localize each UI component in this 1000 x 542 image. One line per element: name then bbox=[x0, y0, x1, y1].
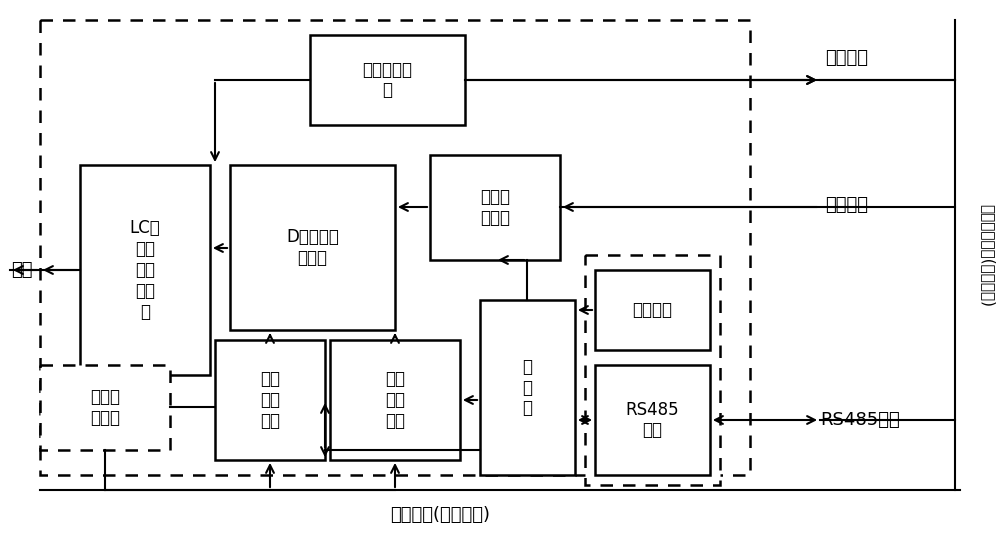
Bar bbox=[80, 165, 210, 375]
Bar bbox=[330, 340, 460, 460]
Bar bbox=[430, 155, 560, 260]
Text: 天线: 天线 bbox=[11, 261, 33, 279]
Text: 功率
调整
电路: 功率 调整 电路 bbox=[385, 370, 405, 430]
Bar bbox=[40, 365, 170, 450]
Bar bbox=[230, 165, 395, 330]
Text: 信号调制总线(单芯电缆): 信号调制总线(单芯电缆) bbox=[980, 203, 996, 306]
Text: 电源转
换模块: 电源转 换模块 bbox=[90, 388, 120, 427]
Text: LC低
通滤
波调
谐电
路: LC低 通滤 波调 谐电 路 bbox=[130, 220, 160, 321]
Text: RS485
模块: RS485 模块 bbox=[626, 401, 679, 440]
Text: 发射信号: 发射信号 bbox=[825, 196, 868, 214]
Text: RS485总线: RS485总线 bbox=[820, 411, 900, 429]
Bar bbox=[40, 20, 750, 475]
Text: 单
片
机: 单 片 机 bbox=[522, 358, 532, 417]
Bar bbox=[595, 365, 710, 475]
Text: 信号控
制开关: 信号控 制开关 bbox=[480, 188, 510, 227]
Text: 同步脉冲: 同步脉冲 bbox=[825, 49, 868, 67]
Text: 电源输入(单芯电缆): 电源输入(单芯电缆) bbox=[390, 506, 490, 524]
Bar bbox=[480, 300, 575, 475]
Text: 信号比较电
路: 信号比较电 路 bbox=[362, 61, 413, 99]
Bar bbox=[215, 340, 325, 460]
Bar bbox=[310, 35, 465, 125]
Bar bbox=[585, 255, 720, 485]
Text: 电源
控制
开关: 电源 控制 开关 bbox=[260, 370, 280, 430]
Text: D类功放集
成电路: D类功放集 成电路 bbox=[286, 228, 339, 267]
Bar bbox=[595, 270, 710, 350]
Text: 外围电路: 外围电路 bbox=[633, 301, 672, 319]
